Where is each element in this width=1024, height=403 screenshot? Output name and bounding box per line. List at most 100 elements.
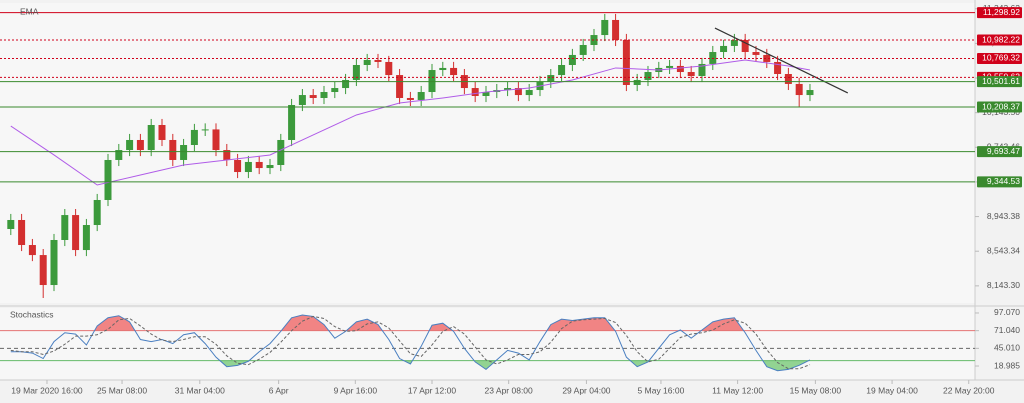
x-tick-label: 6 Apr [269,385,289,395]
stochastic-line [10,314,811,372]
stochastic-line [10,315,811,370]
ema-line [10,59,811,186]
candle-body [190,129,198,146]
candle-body [309,95,317,98]
candle-body [579,44,587,55]
candle-body [450,67,458,76]
candle-body [223,150,231,160]
stochastic-fill [10,360,810,371]
candle-body [126,139,134,151]
y-tick-label: 8,143.30 [987,280,1020,290]
candle-body [298,95,306,106]
candle-body [666,65,674,68]
x-tick-label: 17 Apr 12:00 [408,385,456,395]
level-box [977,176,1022,188]
candle-body [72,215,80,251]
candle-body [774,61,782,75]
x-tick-label: 25 Mar 08:00 [97,385,147,395]
candle-body [266,165,274,169]
candle-body [82,225,90,251]
candle-body [136,139,144,151]
candle-body [471,88,479,96]
candle-body [482,92,490,96]
x-tick-label: 19 Mar 2020 16:00 [11,385,83,395]
x-tick-label: 15 May 08:00 [790,385,842,395]
candle-body [612,19,620,40]
candle-body [558,64,566,76]
x-tick-label: 11 May 12:00 [712,385,763,395]
candle-body [644,72,652,80]
level-box [977,101,1022,113]
level-label: 11,298.92 [983,7,1020,17]
stochastics-panel [0,308,975,380]
candle-body [93,199,101,226]
candle-body [18,219,26,246]
level-box [977,7,1022,19]
indicator-label: EMA [20,6,39,16]
candle-body [50,239,58,286]
x-tick-label: 23 Apr 08:00 [485,385,533,395]
y-tick-label: 8,943.38 [987,211,1020,221]
candle-body [720,45,728,53]
x-tick-label: 9 Apr 16:00 [334,385,378,395]
candle-body [763,54,771,62]
candle-body [698,63,706,76]
x-tick-label: 19 May 04:00 [866,385,918,395]
candle-body [234,159,242,173]
price-panel [0,3,975,303]
x-tick-label: 29 Apr 04:00 [562,385,610,395]
candle-body [385,61,393,76]
candle-body [547,75,555,82]
candle-body [514,88,522,96]
candle-body [320,92,328,98]
candle-body [212,129,220,151]
y-tick-label: 18.985 [994,360,1020,370]
candle-body [61,215,69,240]
stochastic-fill [94,315,744,331]
candle-body [180,145,188,160]
candle-body [676,65,684,73]
candle-body [352,64,360,80]
candle-body [147,125,155,151]
y-tick-label: 97.070 [994,307,1020,317]
candle-body [115,150,123,160]
candle-body [795,83,803,96]
candle-body [39,255,47,286]
candle-body [396,75,404,98]
x-tick-label: 5 May 16:00 [638,385,685,395]
candle-body [601,19,609,36]
candle-body [7,219,15,229]
candle-body [158,125,166,140]
candle-body [687,72,695,76]
candle-body [331,88,339,93]
candle-body [244,161,252,173]
candle-body [201,129,209,131]
level-label: 9,344.53 [987,176,1020,186]
candle-body [633,79,641,85]
y-tick-label: 8,543.34 [987,245,1020,255]
candle-body [169,139,177,160]
candle-body [28,245,36,256]
level-label: 10,982.22 [982,34,1020,44]
indicator-label: Stochastics [10,309,53,319]
candle-body [288,105,296,140]
level-box [977,52,1022,64]
candle-body [363,59,371,65]
candle-body [525,90,533,96]
y-tick-label: 71.040 [994,325,1020,335]
candle-body [568,54,576,65]
x-tick-label: 22 May 20:00 [943,385,995,395]
candle-body [504,88,512,91]
candle-body [342,79,350,89]
candle-body [417,92,425,100]
candle-body [622,39,630,85]
candle-body [277,139,285,166]
plot-layer: 8,143.308,543.348,943.389,343.429,743.46… [0,3,1022,395]
candle-body [406,97,414,100]
level-label: 9,693.47 [987,146,1020,156]
x-tick-label: 31 Mar 04:00 [175,385,225,395]
level-label: 10,501.61 [982,76,1020,86]
candle-body [741,39,749,53]
candle-body [255,161,263,169]
